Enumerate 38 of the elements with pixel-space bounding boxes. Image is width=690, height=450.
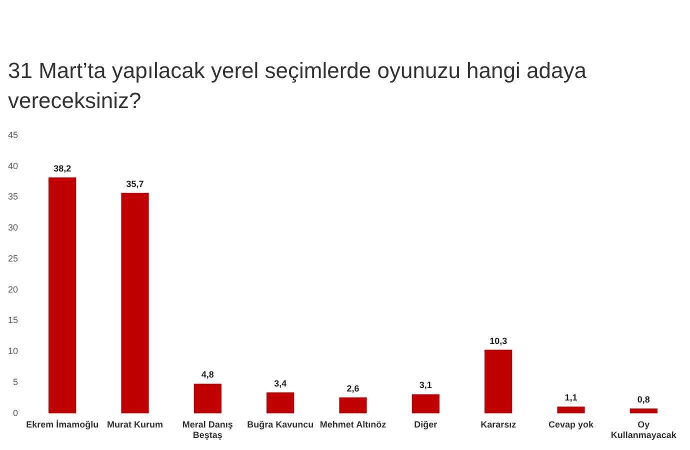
y-tick-label: 45	[8, 130, 18, 140]
x-tick-label: Cevap yok	[548, 419, 595, 430]
bar	[121, 192, 149, 414]
bar	[630, 408, 658, 414]
x-tick-label: Kararsız	[480, 419, 517, 430]
bar	[484, 350, 512, 414]
x-tick-label: Murat Kurum	[107, 419, 164, 430]
data-label: 38,2	[54, 163, 72, 174]
bar	[412, 394, 440, 414]
data-label: 2,6	[346, 383, 360, 394]
bar	[266, 392, 294, 414]
data-label: 4,8	[201, 370, 214, 380]
x-tick-label: Meral Danış Beştaş	[182, 419, 233, 440]
x-tick-label: Buğra Kavuncu	[247, 419, 314, 430]
y-tick-label: 25	[8, 253, 18, 264]
data-label: 3,4	[274, 378, 287, 388]
y-tick-label: 5	[12, 376, 18, 387]
y-tick-label: 10	[8, 346, 18, 356]
x-tick-label: Mehmet Altınöz	[320, 419, 387, 430]
x-tick-label: Diğer	[414, 419, 438, 430]
bar	[557, 406, 585, 414]
y-tick-label: 40	[8, 160, 18, 171]
bar	[48, 177, 76, 414]
bar	[339, 397, 367, 414]
bar	[194, 384, 222, 414]
x-tick-label: Ekrem İmamoğlu	[26, 419, 99, 430]
y-tick-label: 35	[8, 192, 18, 202]
chart-title: 31 Mart’ta yapılacak yerel seçimlerde oyunuzu hangi adaya vereceksiniz?	[8, 57, 588, 115]
data-label: 1,1	[564, 392, 578, 403]
data-label: 0,8	[637, 394, 650, 404]
data-label: 35,7	[126, 178, 144, 189]
data-label: 10,3	[490, 336, 508, 346]
y-tick-label: 15	[8, 315, 18, 326]
data-label: 3,1	[419, 380, 432, 390]
x-tick-label: Oy Kullanmayacak	[610, 419, 678, 440]
y-tick-label: 0	[12, 408, 18, 418]
y-tick-label: 30	[8, 222, 18, 233]
y-tick-label: 20	[8, 284, 18, 294]
